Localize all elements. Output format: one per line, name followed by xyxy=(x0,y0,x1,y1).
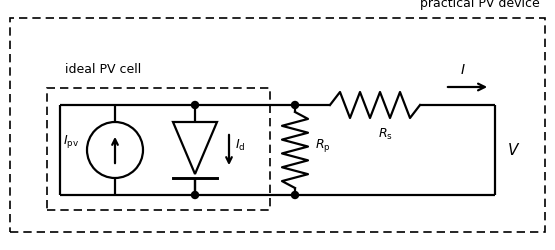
Text: $R_\mathrm{s}$: $R_\mathrm{s}$ xyxy=(377,127,392,142)
Circle shape xyxy=(291,192,299,198)
Text: ideal PV cell: ideal PV cell xyxy=(65,63,142,76)
Text: $I_\mathrm{pv}$: $I_\mathrm{pv}$ xyxy=(63,134,79,150)
Circle shape xyxy=(191,102,199,108)
Text: practical PV device: practical PV device xyxy=(420,0,540,10)
Text: $I_\mathrm{d}$: $I_\mathrm{d}$ xyxy=(235,138,245,152)
Text: $I$: $I$ xyxy=(460,63,465,77)
Circle shape xyxy=(291,102,299,108)
Text: $V$: $V$ xyxy=(507,142,521,158)
Bar xyxy=(10,18,545,232)
Text: $R_\mathrm{p}$: $R_\mathrm{p}$ xyxy=(315,136,331,154)
Bar xyxy=(47,88,270,210)
Circle shape xyxy=(191,192,199,198)
